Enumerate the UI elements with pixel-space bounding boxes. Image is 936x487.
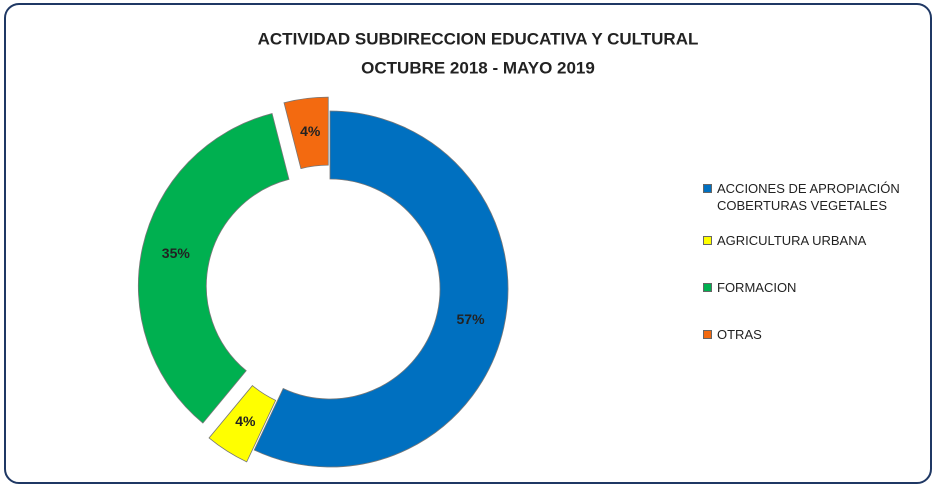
legend-swatch: [703, 184, 712, 193]
legend-item: FORMACION: [703, 279, 928, 296]
legend-item: ACCIONES DE APROPIACIÓN COBERTURAS VEGET…: [703, 180, 928, 214]
data-label: 35%: [162, 245, 191, 261]
chart-title: ACTIVIDAD SUBDIRECCION EDUCATIVA Y CULTU…: [258, 29, 699, 48]
legend-item: AGRICULTURA URBANA: [703, 232, 928, 249]
legend-swatch: [703, 330, 712, 339]
data-label: 57%: [457, 311, 486, 327]
data-label: 4%: [300, 123, 321, 139]
donut-slice: [283, 96, 329, 170]
legend: ACCIONES DE APROPIACIÓN COBERTURAS VEGET…: [703, 180, 928, 343]
data-label: 4%: [235, 413, 256, 429]
donut-slice: [208, 385, 277, 463]
legend-item: OTRAS: [703, 326, 928, 343]
legend-label: AGRICULTURA URBANA: [717, 233, 867, 248]
legend-label: OTRAS: [717, 327, 762, 342]
donut-slice: [253, 110, 509, 468]
donut-slice: [137, 113, 290, 424]
chart-subtitle: OCTUBRE 2018 - MAYO 2019: [361, 58, 595, 77]
legend-swatch: [703, 283, 712, 292]
legend-label: FORMACION: [717, 280, 797, 295]
legend-swatch: [703, 236, 712, 245]
legend-label: ACCIONES DE APROPIACIÓN COBERTURAS VEGET…: [717, 181, 900, 213]
